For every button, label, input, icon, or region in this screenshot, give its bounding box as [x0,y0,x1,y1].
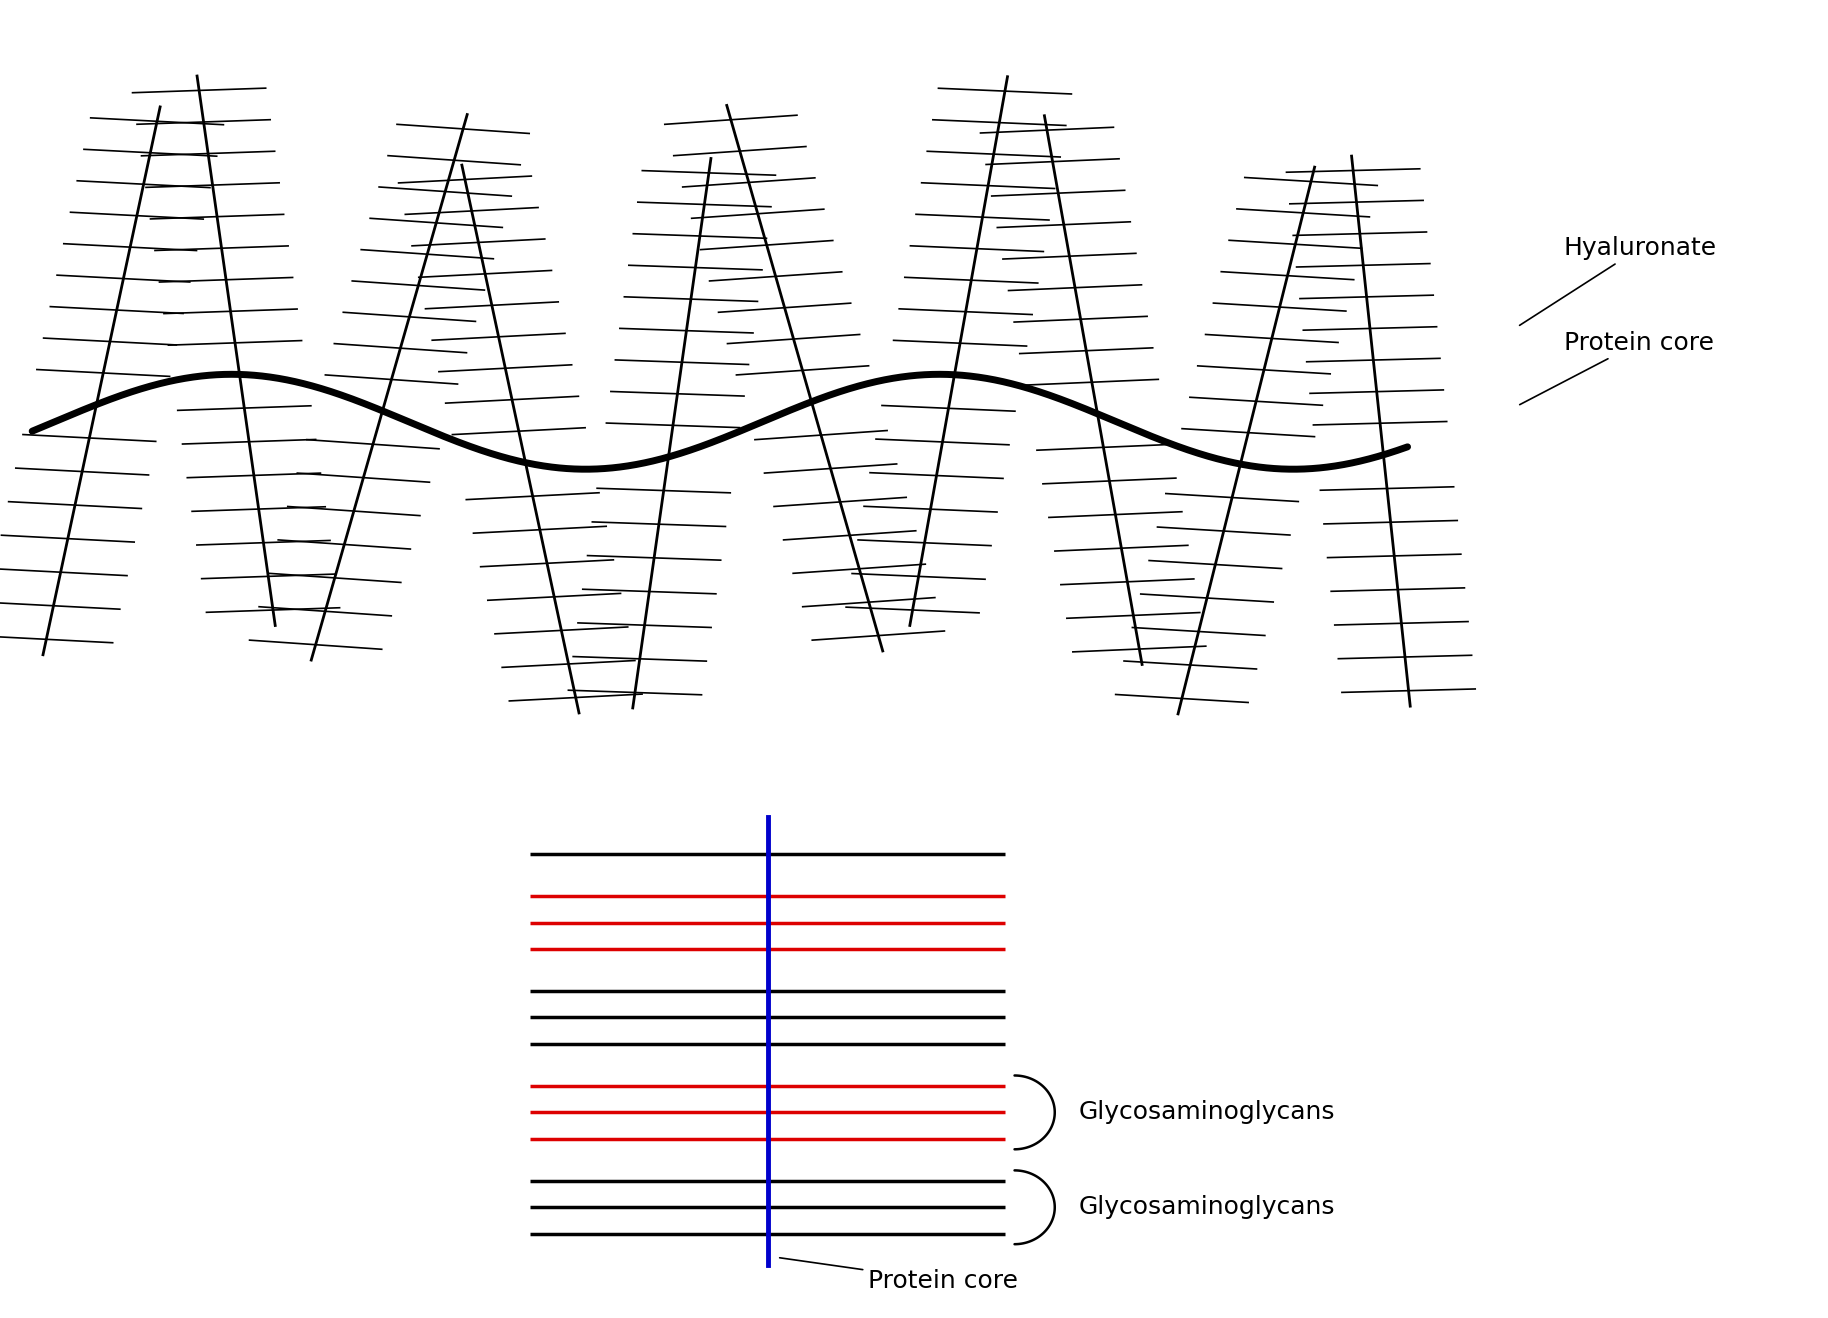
Text: Hyaluronate: Hyaluronate [1519,236,1716,326]
Text: Glycosaminoglycans: Glycosaminoglycans [1079,1195,1334,1219]
Text: Protein core: Protein core [1519,331,1715,405]
Text: Glycosaminoglycans: Glycosaminoglycans [1079,1101,1334,1124]
Text: Protein core: Protein core [781,1257,1018,1293]
